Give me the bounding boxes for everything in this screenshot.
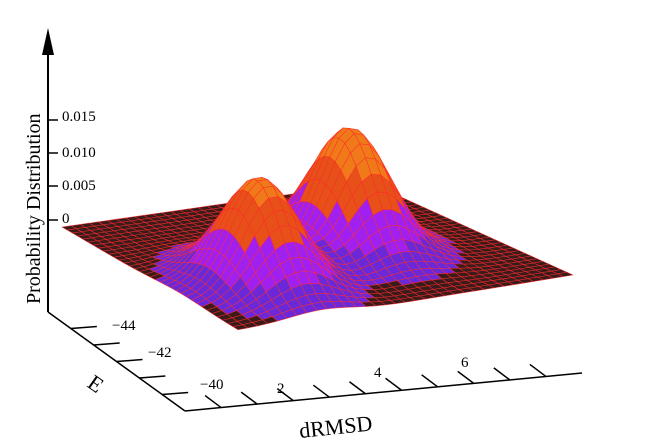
drmsd-tick-label: 2 — [277, 381, 285, 397]
z-tick-label: 0.005 — [62, 178, 96, 194]
z-tick-label: 0.010 — [62, 145, 96, 161]
drmsd-tick-mark — [276, 388, 294, 402]
e-tick-label: −44 — [112, 318, 136, 334]
z-axis-arrow-icon — [42, 28, 54, 55]
drmsd-tick-label: 6 — [461, 355, 469, 371]
drmsd-tick-mark — [312, 384, 330, 398]
z-tick-label: 0.015 — [62, 109, 96, 125]
drmsd-tick-mark — [349, 381, 366, 395]
probability-surface — [61, 127, 575, 331]
e-axis-title: E — [83, 370, 108, 398]
drmsd-tick-mark — [529, 363, 547, 378]
drmsd-axis-ticks — [204, 363, 547, 409]
drmsd-tick-mark — [385, 377, 402, 391]
e-tick-label: −42 — [148, 345, 171, 361]
drmsd-axis-line — [184, 372, 583, 412]
z-tick-label: 0 — [62, 211, 70, 227]
drmsd-tick-mark — [493, 367, 511, 381]
z-axis-title: Probability Distribution — [23, 113, 45, 304]
e-tick-mark — [70, 325, 97, 330]
drmsd-axis-title: dRMSD — [298, 410, 374, 441]
e-tick-mark — [93, 342, 120, 346]
drmsd-tick-mark — [240, 391, 258, 405]
e-tick-label: −40 — [200, 377, 223, 393]
e-tick-mark — [116, 358, 143, 363]
drmsd-tick-mark — [457, 370, 475, 384]
e-tick-mark — [162, 391, 189, 396]
e-tick-mark — [139, 375, 166, 379]
surface-facet — [232, 324, 249, 331]
drmsd-tick-label: 4 — [374, 365, 382, 381]
drmsd-tick-mark — [421, 374, 439, 388]
z-ticks — [48, 119, 58, 221]
drmsd-tick-mark — [204, 394, 222, 409]
e-axis-ticks — [70, 325, 189, 396]
